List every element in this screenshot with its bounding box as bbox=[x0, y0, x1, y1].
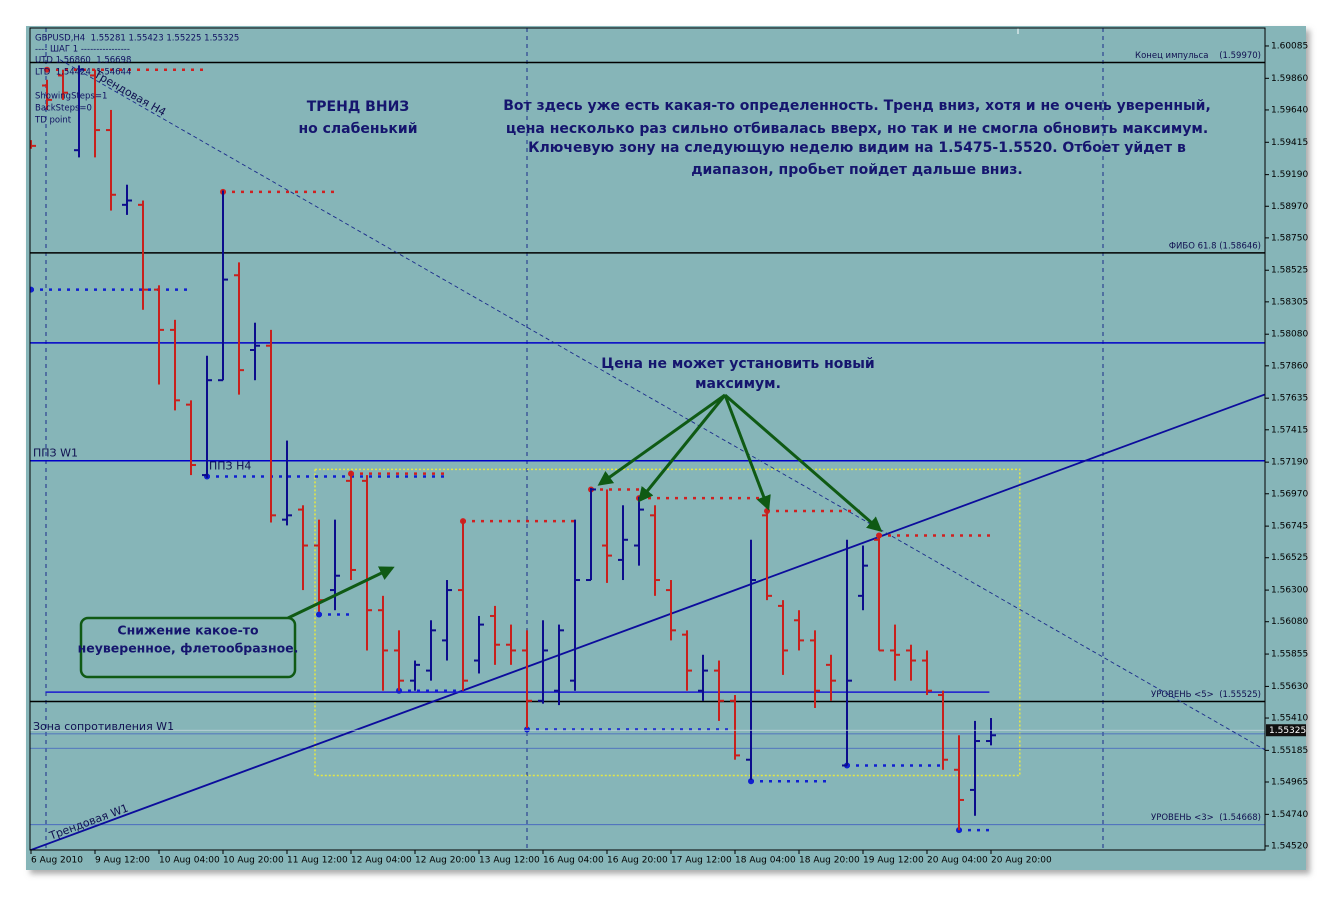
annotation-box bbox=[79, 616, 297, 679]
y-tick-label: 1.55630 bbox=[1271, 682, 1308, 692]
y-tick-label: 1.55410 bbox=[1271, 714, 1308, 724]
y-tick-label: 1.59640 bbox=[1271, 105, 1308, 115]
x-tick-label: 6 Aug 2010 bbox=[31, 856, 83, 866]
x-tick-label: 10 Aug 20:00 bbox=[223, 856, 284, 866]
td-point bbox=[316, 611, 322, 618]
info-line: BackSteps=0 bbox=[35, 104, 92, 114]
plot bbox=[30, 59, 1265, 850]
td-point bbox=[524, 726, 530, 733]
annotation: Цена не может установить новый bbox=[601, 356, 874, 372]
annotation: но слабенький bbox=[298, 121, 417, 137]
level-label: УРОВЕНЬ <5> (1.55525) bbox=[1151, 690, 1261, 700]
arrow bbox=[724, 393, 883, 532]
y-tick-label: 1.58750 bbox=[1271, 233, 1308, 243]
x-tick-label: 12 Aug 20:00 bbox=[415, 856, 476, 866]
x-tick-label: 20 Aug 20:00 bbox=[991, 856, 1052, 866]
x-tick-label: 20 Aug 04:00 bbox=[927, 856, 988, 866]
y-tick-label: 1.58305 bbox=[1271, 297, 1308, 307]
y-tick-label: 1.58970 bbox=[1271, 202, 1308, 212]
y-tick-label: 1.59190 bbox=[1271, 170, 1308, 180]
x-tick-label: 18 Aug 20:00 bbox=[799, 856, 860, 866]
y-tick-label: 1.54740 bbox=[1271, 810, 1308, 820]
info-line: UTD 1.56860 1.56698 bbox=[35, 56, 131, 66]
level-label: ППЗ W1 bbox=[33, 447, 78, 460]
x-tick-label: 19 Aug 12:00 bbox=[863, 856, 924, 866]
x-tick-label: 17 Aug 12:00 bbox=[671, 856, 732, 866]
annotation: диапазон, пробьет пойдет дальше вниз. bbox=[691, 162, 1023, 178]
current-price-label: 1.55325 bbox=[1269, 726, 1306, 736]
level-label: УРОВЕНЬ <3> (1.54668) bbox=[1151, 813, 1261, 823]
info-line: ShowingSteps=1 bbox=[35, 92, 107, 102]
y-tick-label: 1.56525 bbox=[1271, 553, 1308, 563]
info-line: TD point bbox=[34, 116, 72, 126]
zone bbox=[314, 468, 1021, 777]
y-tick-label: 1.54520 bbox=[1271, 841, 1308, 851]
y-tick-label: 1.60085 bbox=[1271, 41, 1308, 51]
y-tick-label: 1.59860 bbox=[1271, 74, 1308, 84]
y-tick-label: 1.56080 bbox=[1271, 617, 1308, 627]
arrow bbox=[723, 394, 771, 511]
td-point bbox=[44, 66, 50, 73]
annotation: ТРЕНД ВНИЗ bbox=[307, 99, 410, 115]
td-point bbox=[748, 778, 754, 785]
y-tick-label: 1.57635 bbox=[1271, 394, 1308, 404]
y-tick-label: 1.57190 bbox=[1271, 458, 1308, 468]
y-tick-label: 1.59415 bbox=[1271, 138, 1308, 148]
x-tick-label: 10 Aug 04:00 bbox=[159, 856, 220, 866]
y-tick-label: 1.56745 bbox=[1271, 522, 1308, 532]
level-label: ФИБО 61.8 (1.58646) bbox=[1169, 241, 1261, 251]
y-tick-label: 1.56970 bbox=[1271, 489, 1308, 499]
arrow bbox=[597, 393, 726, 486]
x-tick-label: 12 Aug 04:00 bbox=[351, 856, 412, 866]
plot-border bbox=[29, 27, 1266, 851]
annotation: неуверенное, флетообразное. bbox=[78, 641, 299, 656]
x-tick-label: 18 Aug 04:00 bbox=[735, 856, 796, 866]
x-tick-label: 11 Aug 12:00 bbox=[287, 856, 348, 866]
level-label: Зона сопротивления W1 bbox=[33, 720, 174, 733]
level-label: Конец импульса (1.59970) bbox=[1135, 51, 1261, 61]
trendline bbox=[30, 393, 1265, 850]
x-tick-label: 16 Aug 20:00 bbox=[607, 856, 668, 866]
annotation: максимум. bbox=[695, 376, 781, 392]
x-tick-label: 13 Aug 12:00 bbox=[479, 856, 540, 866]
y-tick-label: 1.57860 bbox=[1271, 361, 1308, 371]
overlay: GBPUSD,H4 1.55281 1.55423 1.55225 1.5532… bbox=[34, 34, 1211, 679]
x-tick-label: 9 Aug 12:00 bbox=[95, 856, 150, 866]
symbol-line: GBPUSD,H4 1.55281 1.55423 1.55225 1.5532… bbox=[35, 34, 239, 44]
trendline bbox=[59, 59, 1265, 751]
y-tick-label: 1.58525 bbox=[1271, 266, 1308, 276]
td-label: ППЗ H4 bbox=[209, 460, 251, 473]
annotation: Вот здесь уже есть какая-то определеннос… bbox=[503, 98, 1211, 114]
td-point bbox=[30, 286, 34, 293]
chart-background bbox=[26, 26, 1306, 870]
arrow bbox=[638, 394, 727, 503]
y-tick-label: 1.56300 bbox=[1271, 586, 1308, 596]
y-tick-label: 1.55185 bbox=[1271, 746, 1308, 756]
info-line: ---- ШАГ 1 ---------------- bbox=[35, 45, 130, 55]
arrow bbox=[287, 566, 395, 620]
current-price-box bbox=[1266, 724, 1306, 737]
annotation: Ключевую зону на следующую неделю видим … bbox=[528, 140, 1186, 156]
x-tick-label: 16 Aug 04:00 bbox=[543, 856, 604, 866]
y-tick-label: 1.57415 bbox=[1271, 425, 1308, 435]
info-line: LTD 1.54424 1.54644 bbox=[35, 68, 131, 78]
y-tick-label: 1.58080 bbox=[1271, 330, 1308, 340]
annotation: Снижение какое-то bbox=[117, 623, 259, 638]
annotation: цена несколько раз сильно отбивалась вве… bbox=[506, 121, 1208, 137]
y-tick-label: 1.54965 bbox=[1271, 778, 1308, 788]
y-tick-label: 1.55855 bbox=[1271, 650, 1308, 660]
